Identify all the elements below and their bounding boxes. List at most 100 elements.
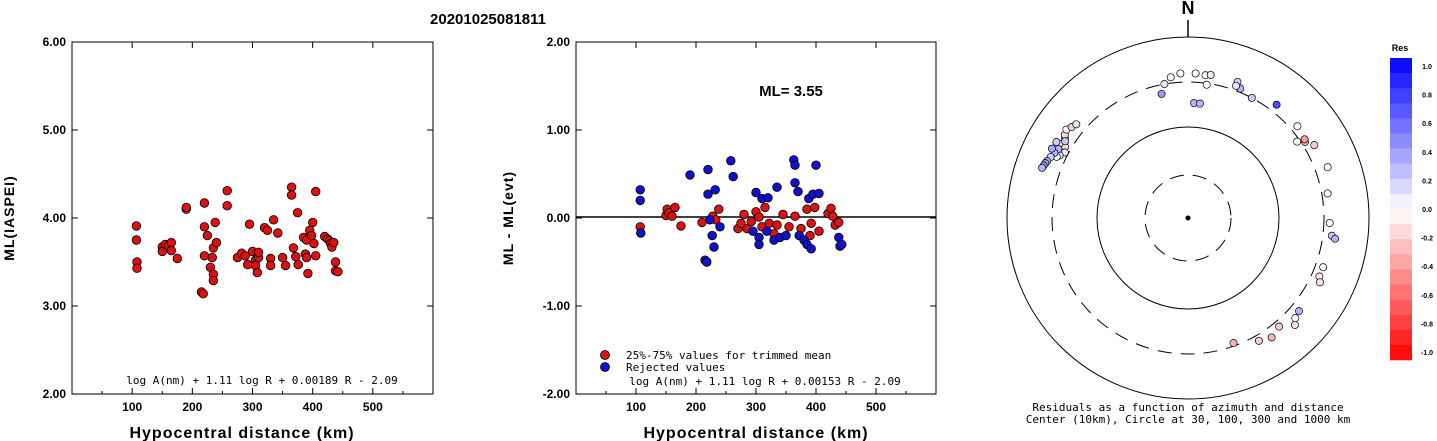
xtick-label: 500: [363, 400, 383, 414]
data-point: [811, 160, 821, 170]
data-point: [705, 215, 715, 225]
data-point: [703, 164, 713, 175]
ytick-label: 3.00: [43, 299, 67, 313]
colorbar-label: 0.8: [1422, 93, 1432, 100]
panel2-ticks: -2.00 -1.00 0.00 1.00 2.00 100 200 300 400 500: [543, 35, 936, 414]
colorbar-label: 0.4: [1422, 150, 1432, 157]
station-residual-point: [1247, 93, 1256, 102]
data-point: [736, 218, 746, 229]
data-point: [826, 203, 836, 214]
station-residual-point: [1319, 263, 1328, 272]
xtick-label: 300: [242, 400, 262, 414]
station-residual-point: [1072, 120, 1081, 129]
colorbar-cell: [1390, 239, 1412, 255]
data-point: [772, 220, 782, 230]
data-point: [286, 182, 297, 192]
data-point: [131, 221, 142, 231]
data-point: [303, 268, 313, 279]
xtick-label: 200: [182, 400, 202, 414]
data-point: [131, 235, 142, 245]
data-point: [199, 198, 210, 208]
data-point: [762, 226, 772, 236]
data-point: [670, 202, 680, 213]
station-residual-point: [1291, 314, 1300, 323]
data-point: [748, 226, 758, 236]
data-point: [814, 188, 824, 199]
station-residual-point: [1267, 333, 1276, 342]
data-point: [710, 185, 720, 195]
panel-ml-iaspei: 2.00 3.00 4.00 5.00 6.00 100 200 300 400 500 Hypo…: [1, 35, 434, 441]
data-point: [207, 252, 217, 263]
data-point: [291, 252, 301, 262]
data-point: [244, 219, 255, 229]
colorbar-cell: [1390, 103, 1412, 119]
data-point: [199, 251, 210, 261]
data-point: [781, 230, 791, 241]
station-residual-point: [1272, 100, 1281, 109]
panel2-formula: log A(nm) + 1.11 log R + 0.00153 R - 2.0…: [629, 375, 901, 388]
data-point: [790, 211, 800, 221]
ytick-label: 4.00: [43, 211, 67, 225]
data-point: [754, 239, 764, 250]
data-point: [728, 171, 738, 182]
panel-azimuth-map: N Residuals as a function of azimuth and…: [1006, 0, 1370, 426]
azimuth-points: [1038, 69, 1340, 348]
station-residual-point: [1196, 99, 1204, 108]
data-point: [810, 202, 820, 213]
colorbar-cell: [1390, 329, 1412, 346]
xtick-label: 500: [866, 400, 886, 414]
xtick-label: 200: [686, 400, 706, 414]
data-point: [793, 186, 803, 197]
station-residual-point: [1166, 73, 1175, 82]
xtick-label: 400: [806, 400, 826, 414]
panel1-formula: log A(nm) + 1.11 log R + 0.00189 R - 2.0…: [126, 374, 398, 387]
station-residual-point: [1229, 339, 1238, 348]
colorbar-cell: [1390, 284, 1412, 300]
data-point: [301, 252, 312, 263]
station-residual-point: [1047, 144, 1056, 153]
data-point: [828, 211, 838, 221]
data-point: [676, 221, 686, 231]
data-point: [172, 253, 183, 264]
data-point: [292, 207, 303, 218]
station-residual-point: [1038, 163, 1047, 172]
station-residual-point: [1293, 137, 1302, 146]
colorbar-label: -0.6: [1421, 293, 1433, 300]
data-point: [181, 202, 192, 213]
data-point: [746, 216, 756, 227]
data-point: [166, 245, 177, 256]
data-point: [311, 251, 321, 261]
ytick-label: 0.00: [547, 211, 571, 225]
ring-300km: [1051, 81, 1325, 355]
station-residual-point: [1275, 322, 1284, 331]
data-point: [293, 259, 303, 270]
north-label: N: [1182, 0, 1195, 18]
ytick-label: 6.00: [43, 35, 67, 49]
data-point: [635, 185, 645, 195]
legend-label-trimmed: 25%-75% values for trimmed mean: [626, 349, 831, 362]
station-residual-point: [1310, 141, 1319, 150]
data-point: [751, 187, 761, 198]
panel1-points: [131, 182, 343, 299]
data-point: [806, 244, 816, 254]
station-residual-point: [1232, 81, 1241, 90]
colorbar-cell: [1390, 88, 1412, 104]
station-residual-point: [1325, 218, 1334, 227]
colorbar-cell: [1390, 193, 1412, 210]
panel-ml-residual: -2.00 -1.00 0.00 1.00 2.00 100 200 300 400 500 ML…: [500, 35, 937, 441]
station-residual-point: [1191, 69, 1200, 78]
colorbar-cell: [1390, 314, 1412, 331]
station-residual-point: [1300, 135, 1309, 144]
data-point: [772, 182, 782, 192]
data-point: [790, 160, 800, 170]
colorbar-label: -0.8: [1421, 321, 1433, 328]
colorbar-cell: [1390, 118, 1412, 134]
colorbar-cell: [1390, 224, 1412, 240]
colorbar-cell: [1390, 133, 1412, 149]
data-point: [166, 237, 177, 248]
station-residual-point: [1176, 69, 1185, 78]
data-point: [764, 218, 774, 229]
colorbar-title: Res: [1392, 43, 1409, 53]
colorbar-label: -0.4: [1421, 264, 1433, 271]
data-point: [202, 230, 213, 241]
